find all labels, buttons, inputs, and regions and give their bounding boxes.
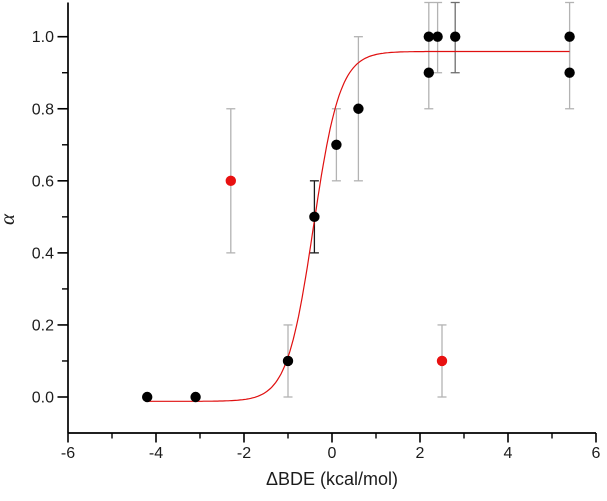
alpha-data-point (564, 67, 575, 78)
y-tick-label: 0.4 (32, 245, 54, 262)
alpha-data-point (564, 31, 575, 42)
y-tick-label: 0.0 (32, 390, 54, 407)
alpha-data-point (423, 31, 434, 42)
x-tick-label: -4 (149, 445, 163, 462)
alpha-data-point (331, 139, 342, 150)
y-tick-label: 0.6 (32, 173, 54, 190)
alpha-data-point (282, 355, 294, 367)
alpha-data-point (423, 67, 434, 78)
x-tick-label: -6 (61, 445, 75, 462)
y-tick-label: 1.0 (32, 29, 54, 46)
x-tick-label: 6 (592, 445, 601, 462)
alpha-data-point (190, 391, 201, 403)
x-tick-label: -2 (237, 445, 251, 462)
x-tick-label: 4 (504, 445, 513, 462)
fit-curve (147, 50, 570, 402)
excluded-points-point (436, 355, 448, 367)
x-axis-title: ΔBDE (kcal/mol) (265, 469, 399, 489)
alpha-data-point (353, 103, 364, 114)
x-tick-label: 0 (328, 445, 337, 462)
excluded-points-point (225, 175, 236, 187)
alpha-data-point (432, 31, 443, 42)
alpha-data-point (450, 31, 461, 42)
alpha-data-point (142, 391, 153, 403)
y-tick-label: 0.8 (32, 101, 54, 118)
y-axis-title: α (0, 214, 20, 225)
x-tick-label: 2 (416, 445, 425, 462)
y-tick-label: 0.2 (32, 317, 54, 334)
alpha-data-point (309, 211, 320, 223)
